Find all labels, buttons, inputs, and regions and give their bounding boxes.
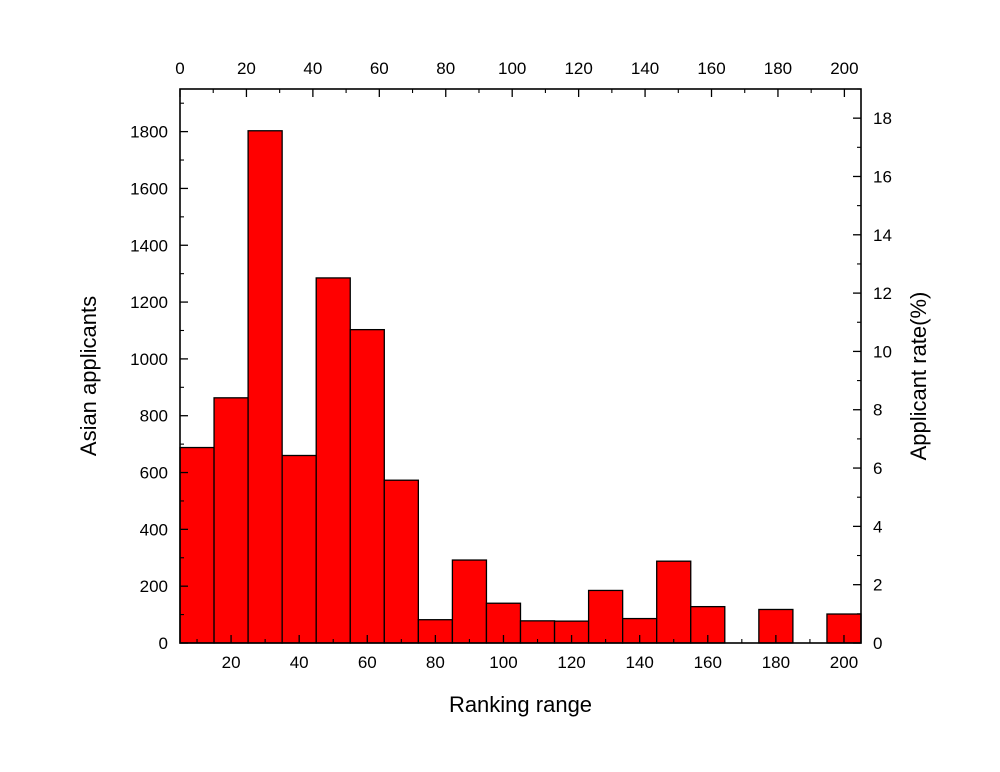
left-y-tick-label: 1800 [130, 123, 168, 142]
bar [281, 454, 317, 644]
bottom-x-tick-label: 160 [694, 653, 722, 672]
right-y-tick-label: 2 [873, 576, 882, 595]
bar [247, 130, 283, 644]
top-x-tick-label: 40 [303, 59, 322, 78]
bottom-x-tick-label: 100 [489, 653, 517, 672]
top-x-tick-label: 80 [436, 59, 455, 78]
right-y-tick-label: 10 [873, 342, 892, 361]
left-y-tick-label: 200 [140, 577, 168, 596]
top-x-tick-label: 100 [498, 59, 526, 78]
left-y-tick-label: 1200 [130, 293, 168, 312]
left-y-tick-label: 0 [159, 634, 168, 653]
plot-frame [179, 88, 862, 644]
right-y-tick-label: 0 [873, 634, 882, 653]
x-axis-title: Ranking range [449, 692, 592, 717]
top-x-tick-label: 160 [697, 59, 725, 78]
bottom-x-tick-label: 40 [290, 653, 309, 672]
top-x-tick-label: 140 [631, 59, 659, 78]
top-x-tick-label: 60 [370, 59, 389, 78]
top-x-tick-label: 20 [237, 59, 256, 78]
bottom-x-tick-label: 140 [625, 653, 653, 672]
left-y-tick-label: 400 [140, 520, 168, 539]
bar [451, 559, 488, 644]
ticks-group [179, 88, 861, 644]
bar [315, 277, 351, 644]
bar [587, 589, 624, 644]
right-y-tick-label: 6 [873, 459, 882, 478]
bottom-x-tick-label: 120 [557, 653, 585, 672]
bar [179, 446, 215, 644]
top-x-tick-label: 120 [564, 59, 592, 78]
right-y-tick-label: 18 [873, 109, 892, 128]
left-y-tick-label: 1000 [130, 350, 168, 369]
top-x-tick-label: 0 [175, 59, 184, 78]
right-y-tick-label: 16 [873, 167, 892, 186]
bar [213, 397, 249, 644]
right-y-tick-label: 4 [873, 517, 882, 536]
bottom-x-tick-label: 20 [222, 653, 241, 672]
right-y-tick-label: 14 [873, 226, 892, 245]
right-y-axis-title: Applicant rate(%) [906, 292, 931, 461]
top-x-tick-label: 200 [830, 59, 858, 78]
bottom-x-tick-label: 200 [830, 653, 858, 672]
left-y-tick-label: 600 [140, 464, 168, 483]
left-y-tick-label: 800 [140, 407, 168, 426]
bottom-x-tick-label: 180 [762, 653, 790, 672]
left-y-tick-label: 1600 [130, 179, 168, 198]
left-y-tick-label: 1400 [130, 236, 168, 255]
left-y-axis-title: Asian applicants [76, 296, 101, 456]
bars-group [179, 130, 862, 644]
bar [383, 479, 419, 644]
bottom-x-tick-label: 60 [358, 653, 377, 672]
right-y-tick-label: 8 [873, 401, 882, 420]
top-x-tick-label: 180 [764, 59, 792, 78]
bar [349, 328, 385, 644]
bar [656, 560, 692, 644]
right-y-tick-label: 12 [873, 284, 892, 303]
bottom-x-tick-label: 80 [426, 653, 445, 672]
